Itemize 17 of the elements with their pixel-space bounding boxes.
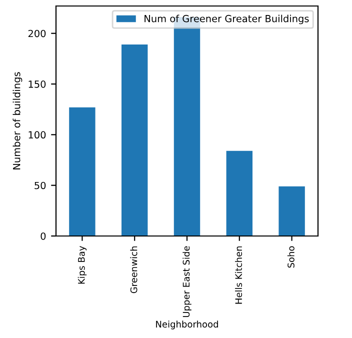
x-axis-title: Neighborhood [156,320,218,330]
bar [69,107,96,236]
bar [226,150,252,236]
y-tick-label: 100 [28,131,46,139]
legend-label: Num of Greener Greater Buildings [144,14,309,24]
x-tick-label: Kips Bay [78,246,87,284]
bar [122,44,148,236]
x-tick-label: Soho [287,246,294,268]
y-tick-label: 150 [28,80,46,88]
y-tick-label: 0 [40,232,46,240]
x-tick-label: Upper East Side [182,246,192,318]
x-tick-label: Hells Kitchen [235,246,242,304]
y-tick-label: 50 [34,182,46,190]
bar [278,186,305,236]
x-tick-label: Greenwich [130,246,138,294]
y-tick-label: 200 [28,30,46,38]
y-axis-title: Number of buildings [12,72,22,170]
